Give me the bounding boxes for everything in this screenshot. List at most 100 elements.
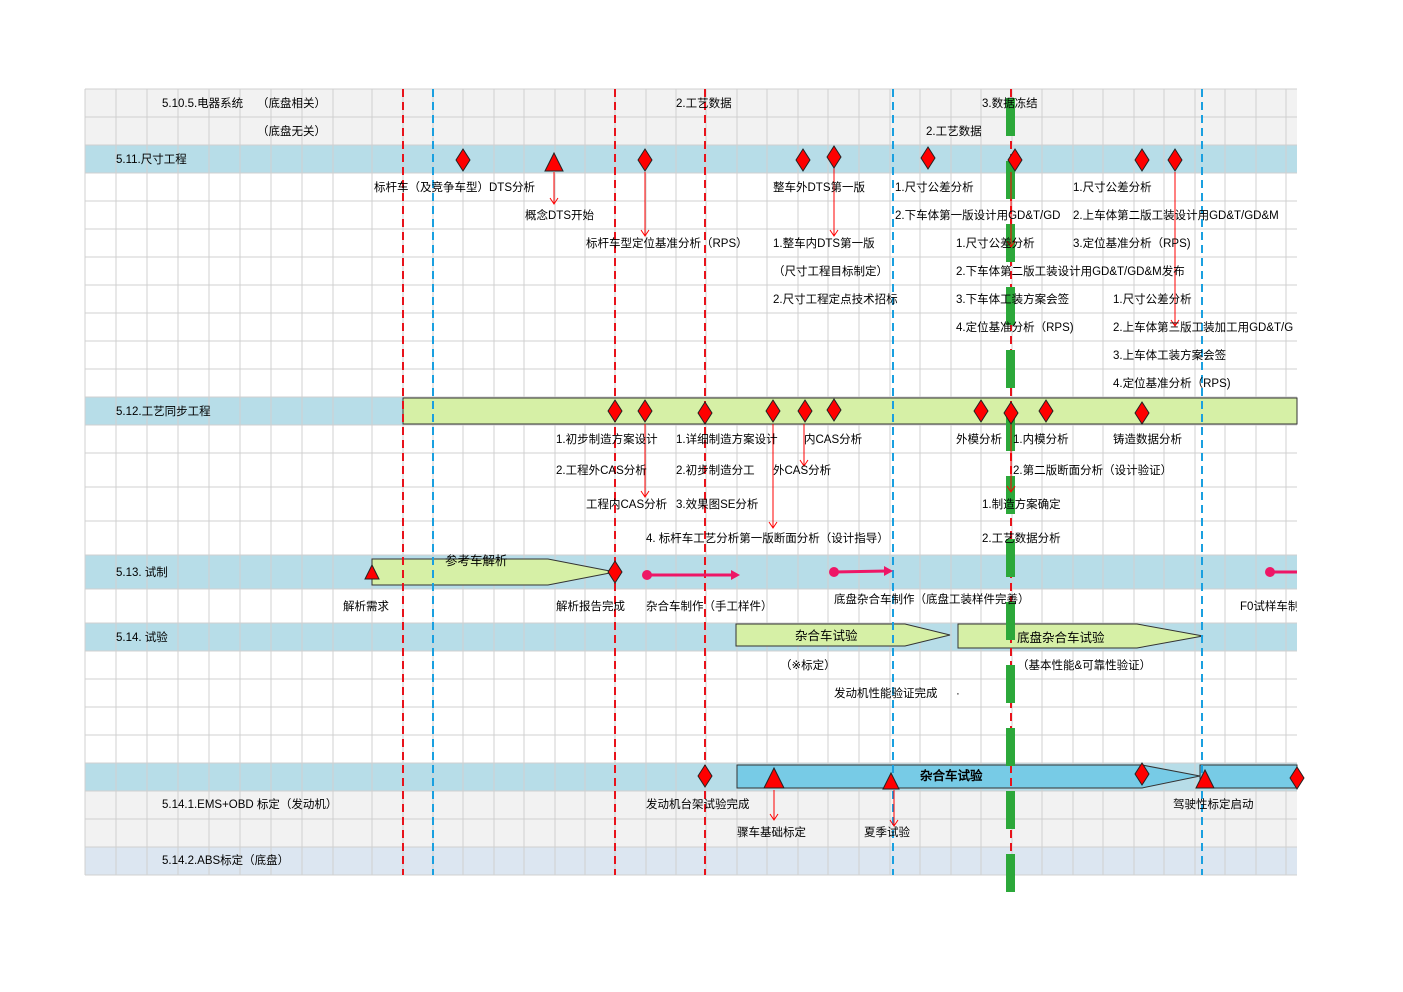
chassis-hybrid-test-label: 底盘杂合车试验 (1017, 631, 1105, 645)
task-label: 1.详细制造方案设计 (676, 434, 778, 446)
milestone-diamond (1134, 401, 1150, 425)
task-label: 2.工艺数据分析 (982, 533, 1061, 545)
row-background (85, 173, 1297, 201)
row-background (85, 425, 1297, 453)
row-background (85, 679, 1297, 707)
task-label: 3.数据冻结 (982, 98, 1038, 110)
task-label: 骤车基础标定 (737, 827, 806, 839)
row-background (85, 257, 1297, 285)
row-background (85, 589, 1297, 623)
task-label: 4.定位基准分析（RPS) (956, 322, 1074, 334)
row-label-ems: 5.14.1.EMS+OBD 标定（发动机） (162, 799, 338, 811)
row-background (85, 229, 1297, 257)
milestone-diamond (920, 146, 936, 170)
task-label: 夏季试验 (864, 827, 910, 839)
task-label: 2.上车体第二版工装设计用GD&T/GD&M (1073, 210, 1279, 222)
milestone-diamond (765, 399, 781, 423)
hybrid-test-bar (736, 764, 1201, 789)
row-background (85, 847, 1297, 875)
row-background (85, 369, 1297, 397)
red-pointer-head (829, 229, 839, 237)
row-background (85, 285, 1297, 313)
row-background (85, 735, 1297, 763)
row-background (85, 453, 1297, 487)
dot-mark: · (956, 688, 960, 700)
task-label: 1.尺寸公差分析 (956, 238, 1035, 250)
task-label: 1.制造方案确定 (982, 499, 1061, 511)
row-background (85, 117, 1297, 145)
task-label: 3.效果图SE分析 (676, 499, 759, 511)
red-pointer-head (549, 197, 559, 205)
data-freeze-marker (1006, 665, 1015, 703)
row-background (85, 341, 1297, 369)
task-label: 工程内CAS分析 (586, 499, 668, 511)
row-background (85, 555, 1297, 589)
red-pointer-head (640, 229, 650, 237)
milestone-diamond (1167, 148, 1183, 172)
task-label: 概念DTS开始 (525, 210, 594, 222)
trial-arrow-head (731, 570, 740, 580)
milestone-triangle (544, 151, 564, 172)
row-background (85, 651, 1297, 679)
milestone-diamond (1134, 148, 1150, 172)
task-label: （基本性能&可靠性验证） (1017, 660, 1152, 672)
task-label: （尺寸工程目标制定） (773, 266, 888, 278)
row-background (85, 145, 1297, 173)
task-label: 1.初步制造方案设计 (556, 434, 658, 446)
section-title-dimension: 5.11.尺寸工程 (116, 154, 187, 166)
row-background (85, 791, 1297, 819)
section-title-process: 5.12.工艺同步工程 (116, 406, 211, 418)
trial-arrow-line (833, 569, 888, 574)
task-label: 2.下车体第二版工装设计用GD&T/GD&M发布 (956, 266, 1185, 278)
task-label: 发动机台架试验完成 (646, 799, 750, 811)
task-label: 标杆车（及竞争车型）DTS分析 (374, 182, 535, 194)
row-label-electrical: 5.10.5.电器系统 (162, 98, 244, 110)
data-freeze-marker (1006, 539, 1015, 577)
hybrid-test-arrow (735, 623, 951, 647)
milestone-diamond (795, 148, 811, 172)
milestone-diamond (697, 401, 713, 425)
data-freeze-marker (1006, 602, 1015, 640)
hybrid-test-bar-tail (1199, 764, 1298, 789)
task-label: 4. 标杆车工艺分析第一版断面分析（设计指导） (646, 533, 889, 545)
milestone-diamond (797, 399, 813, 423)
milestone-diamond (607, 399, 623, 423)
task-label: 2.工艺数据 (676, 98, 732, 110)
data-freeze-marker (1006, 854, 1015, 892)
data-freeze-marker (1006, 476, 1015, 514)
task-label: 解析需求 (343, 601, 389, 613)
task-label: 2.工程外CAS分析 (556, 465, 647, 477)
task-label: 外模分析 (956, 434, 1002, 446)
milestone-diamond (826, 145, 842, 169)
task-label: 1.整车内DTS第一版 (773, 238, 875, 250)
red-pointer-head (768, 521, 778, 529)
red-pointer-head (799, 459, 809, 467)
task-label: 3.上车体工装方案会签 (1113, 350, 1227, 362)
row-background (85, 521, 1297, 555)
milestone-triangle (1195, 768, 1215, 789)
row-background (85, 487, 1297, 521)
row-label-chassis-unrelated: （底盘无关） (257, 126, 326, 138)
milestone-triangle (882, 771, 900, 790)
row-label-abs: 5.14.2.ABS标定（底盘） (162, 855, 290, 867)
reference-car-analysis-label: 参考车解析 (445, 554, 508, 568)
red-pointer-head (769, 813, 779, 821)
task-label: 铸造数据分析 (1113, 434, 1182, 446)
task-label: 2.下车体第一版设计用GD&T/GD (895, 210, 1061, 222)
task-label: 驾驶性标定启动 (1173, 799, 1254, 811)
chassis-test-arrow (957, 623, 1204, 649)
task-label: 2.第二版断面分析（设计验证） (1013, 465, 1173, 477)
task-label: 1.尺寸公差分析 (895, 182, 974, 194)
data-freeze-marker (1006, 350, 1015, 388)
milestone-diamond (455, 148, 471, 172)
task-label: 1.尺寸公差分析 (1113, 294, 1192, 306)
red-pointer-head (889, 819, 899, 827)
task-label: 外CAS分析 (773, 465, 832, 477)
milestone-diamond (1289, 766, 1305, 790)
task-label: 发动机性能验证完成 (834, 688, 938, 700)
task-label: 整车外DTS第一版 (773, 182, 865, 194)
trial-arrow-head (884, 566, 893, 576)
task-label: 3.定位基准分析（RPS) (1073, 238, 1191, 250)
